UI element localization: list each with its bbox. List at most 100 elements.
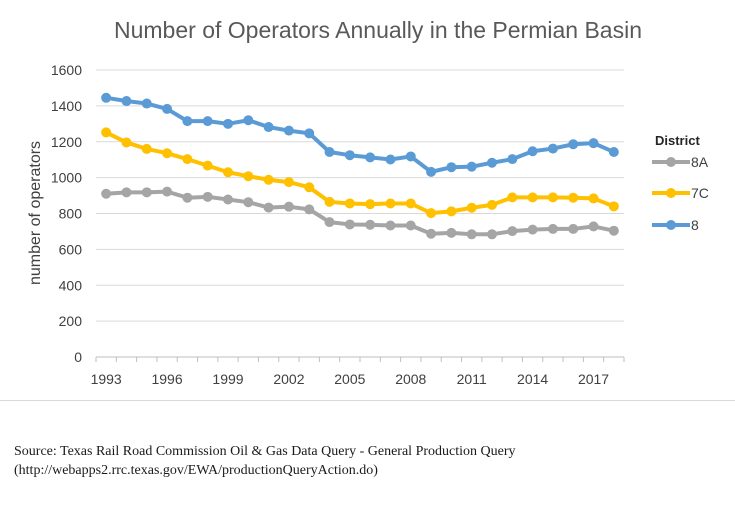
data-point — [426, 166, 437, 177]
data-point — [365, 152, 376, 163]
data-point — [344, 219, 355, 230]
axes — [95, 356, 625, 362]
x-tick-label: 1999 — [212, 371, 243, 387]
gridlines — [96, 69, 624, 322]
legend-item: 7C — [652, 185, 709, 201]
legend-item: 8 — [652, 217, 699, 233]
data-point — [121, 187, 132, 198]
source-note: Source: Texas Rail Road Commission Oil &… — [14, 442, 714, 480]
y-tick-label: 600 — [59, 241, 83, 257]
data-point — [121, 96, 132, 107]
data-point — [385, 198, 396, 209]
data-point — [527, 146, 538, 157]
series-8 — [101, 92, 619, 177]
data-point — [141, 187, 152, 198]
legend-marker — [666, 157, 676, 167]
data-point — [283, 201, 294, 212]
x-tick-label: 1993 — [91, 371, 122, 387]
y-tick-label: 1200 — [51, 134, 82, 150]
data-point — [507, 154, 518, 165]
series-line — [104, 130, 616, 216]
data-point — [182, 192, 193, 203]
legend-label: 7C — [691, 185, 709, 201]
data-point — [568, 223, 579, 234]
data-point — [141, 98, 152, 109]
data-point — [141, 143, 152, 154]
data-point — [324, 196, 335, 207]
data-point — [446, 227, 457, 238]
x-tick-label: 2005 — [334, 371, 365, 387]
series-group — [101, 92, 619, 240]
y-tick-label: 0 — [74, 349, 82, 365]
data-point — [405, 151, 416, 162]
data-point — [385, 154, 396, 165]
series-line — [104, 95, 616, 174]
data-point — [466, 161, 477, 172]
data-point — [243, 197, 254, 208]
data-point — [608, 201, 619, 212]
data-point — [182, 116, 193, 127]
legend: District 8A 7C 8 — [652, 133, 709, 233]
data-point — [608, 225, 619, 236]
data-point — [588, 221, 599, 232]
data-point — [243, 171, 254, 182]
data-point — [487, 229, 497, 240]
data-point — [283, 125, 294, 136]
data-point — [223, 194, 233, 205]
data-point — [405, 220, 416, 231]
data-point — [202, 160, 213, 171]
data-point — [263, 174, 274, 185]
data-point — [304, 204, 315, 215]
data-point — [202, 116, 213, 127]
data-point — [243, 115, 254, 126]
data-point — [588, 193, 599, 204]
x-tick-label: 2002 — [273, 371, 304, 387]
data-point — [162, 186, 173, 197]
data-point — [101, 188, 112, 199]
data-point — [263, 122, 274, 133]
x-tick-label: 2008 — [395, 371, 426, 387]
data-point — [547, 223, 558, 234]
data-point — [182, 154, 193, 165]
y-tick-label: 200 — [59, 313, 83, 329]
legend-marker — [666, 188, 676, 198]
y-tick-label: 400 — [59, 277, 83, 293]
data-point — [446, 162, 457, 173]
data-point — [547, 143, 558, 154]
y-tick-label: 1600 — [51, 62, 82, 78]
source-line-2: (http://webapps2.rrc.texas.gov/EWA/produ… — [14, 463, 378, 478]
data-point — [304, 182, 315, 193]
data-point — [507, 192, 518, 203]
data-point — [263, 202, 274, 213]
legend-marker — [666, 220, 676, 230]
data-point — [162, 103, 173, 114]
legend-label: 8 — [691, 217, 699, 233]
data-point — [527, 192, 538, 203]
y-tick-label: 1400 — [51, 98, 82, 114]
data-point — [426, 208, 437, 219]
source-line-1: Source: Texas Rail Road Commission Oil &… — [14, 444, 516, 459]
x-tick-label: 2017 — [578, 371, 609, 387]
data-point — [121, 137, 132, 148]
data-point — [162, 148, 173, 159]
data-point — [426, 228, 437, 239]
data-point — [365, 219, 376, 230]
series-8a — [101, 186, 619, 240]
data-point — [324, 217, 335, 228]
data-point — [365, 199, 376, 210]
data-point — [527, 224, 538, 235]
y-tick-label: 800 — [59, 206, 83, 222]
data-point — [507, 226, 518, 237]
legend-item: 8A — [652, 154, 709, 170]
data-point — [487, 199, 497, 210]
line-chart: Number of Operators Annually in the Perm… — [27, 17, 709, 387]
y-tick-label: 1000 — [51, 170, 82, 186]
legend-title: District — [655, 133, 700, 148]
data-point — [223, 167, 233, 178]
x-tick-label: 2011 — [457, 371, 487, 387]
data-point — [568, 139, 579, 150]
x-tick-label: 2014 — [517, 371, 548, 387]
data-point — [344, 198, 355, 209]
data-point — [101, 92, 112, 103]
x-tick-label: 1996 — [151, 371, 182, 387]
